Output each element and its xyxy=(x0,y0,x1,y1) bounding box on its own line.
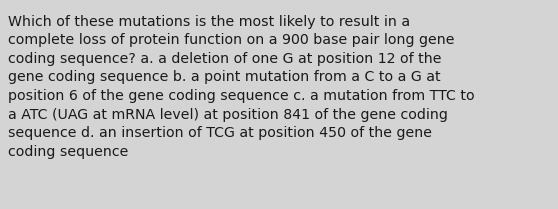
Text: Which of these mutations is the most likely to result in a
complete loss of prot: Which of these mutations is the most lik… xyxy=(8,15,475,159)
